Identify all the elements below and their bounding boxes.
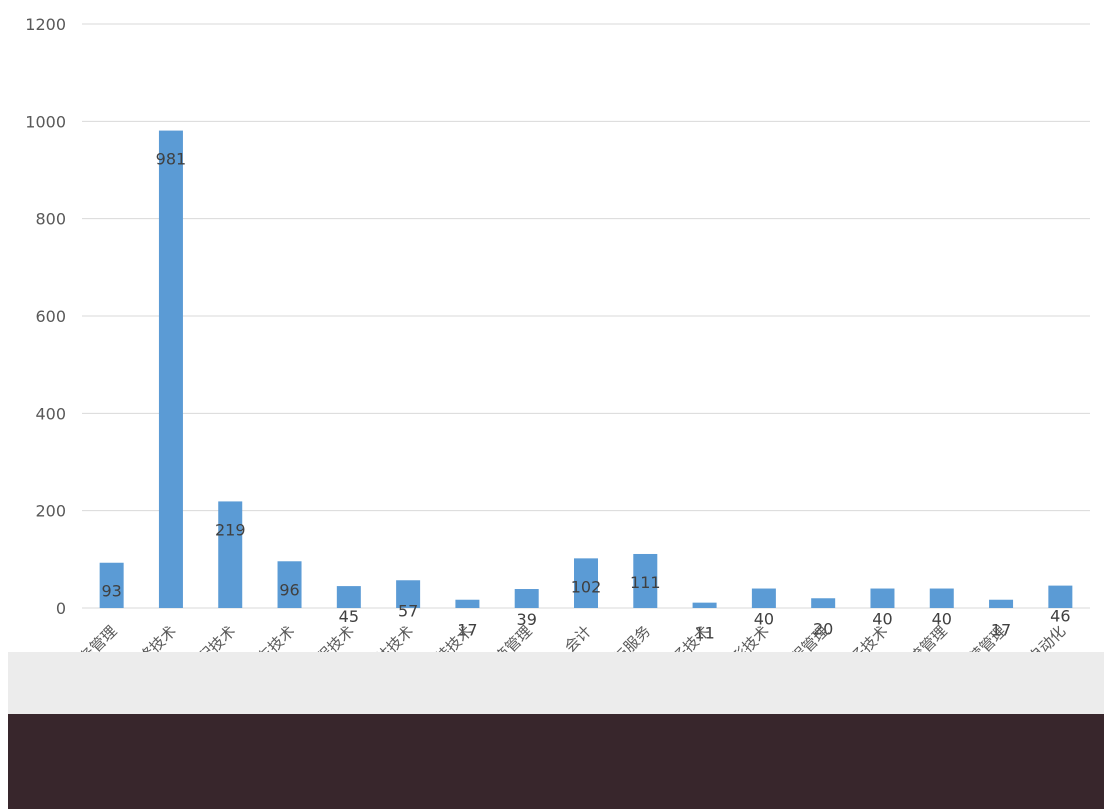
occluding-block (8, 714, 1104, 809)
y-tick-label: 600 (35, 307, 66, 326)
bar (633, 553, 658, 608)
bar (574, 558, 598, 608)
y-tick-label: 0 (56, 599, 66, 618)
data-label: 40 (754, 610, 774, 629)
bar (989, 599, 1014, 608)
data-label: 981 (156, 150, 187, 169)
data-label: 45 (339, 607, 359, 626)
occluding-band (8, 652, 1104, 714)
data-label: 17 (991, 621, 1011, 640)
data-label: 39 (517, 610, 537, 629)
data-label: 93 (101, 582, 121, 601)
data-label: 17 (457, 621, 477, 640)
data-label: 219 (215, 520, 246, 539)
bar (99, 562, 124, 608)
data-label: 11 (694, 624, 714, 643)
data-label: 40 (932, 610, 952, 629)
data-label: 46 (1050, 607, 1070, 626)
bar (870, 588, 895, 608)
y-tick-label: 1000 (25, 112, 66, 131)
bar (514, 589, 539, 608)
data-label: 102 (571, 577, 602, 596)
bar (336, 586, 361, 608)
data-label: 20 (813, 619, 833, 638)
y-tick-label: 200 (35, 502, 66, 521)
data-label: 111 (630, 573, 661, 592)
y-tick-label: 800 (35, 210, 66, 229)
bar (277, 561, 302, 608)
data-label: 40 (872, 610, 892, 629)
bar (158, 130, 183, 608)
y-tick-label: 400 (35, 404, 66, 423)
x-tick-label: 会计 (561, 622, 595, 656)
bar (692, 602, 717, 608)
y-tick-label: 1200 (25, 15, 66, 34)
bar (811, 598, 836, 608)
bar (1048, 585, 1073, 608)
bar (455, 599, 480, 608)
data-label: 57 (398, 601, 418, 620)
bar (396, 580, 421, 608)
bar (929, 588, 954, 608)
bar (751, 588, 776, 608)
data-label: 96 (279, 580, 299, 599)
bar (218, 501, 243, 608)
